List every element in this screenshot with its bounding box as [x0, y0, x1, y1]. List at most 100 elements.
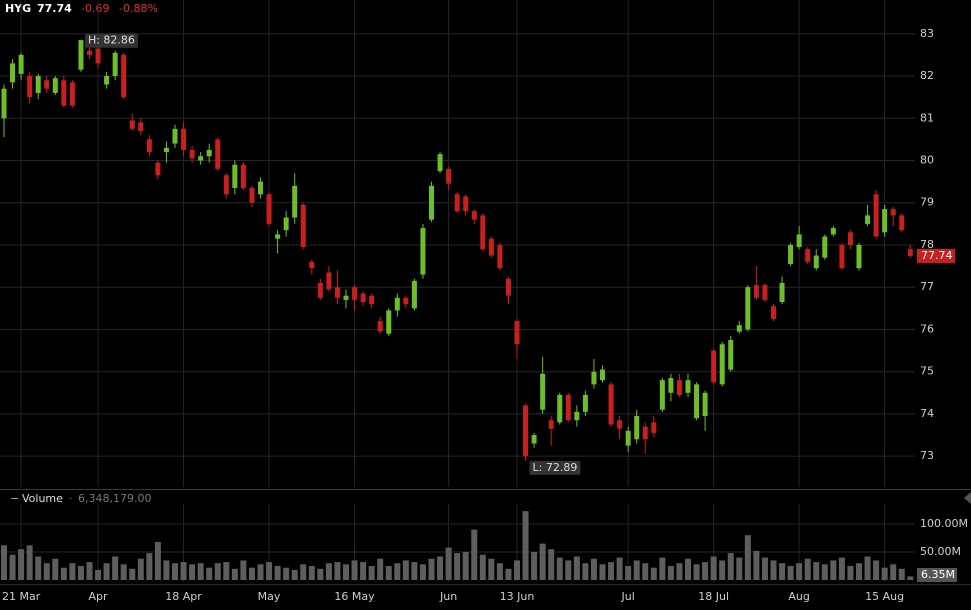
candle-body — [685, 380, 691, 393]
candle-body — [856, 244, 862, 269]
volume-bar — [77, 566, 84, 580]
candle-body — [181, 128, 187, 150]
candle-body — [668, 378, 674, 393]
volume-bar — [890, 564, 897, 580]
volume-bar — [650, 567, 657, 580]
volume-tick-label: 100.00M — [920, 517, 968, 530]
volume-bar — [360, 562, 367, 580]
candle-body — [762, 285, 768, 300]
volume-bar — [163, 560, 170, 580]
volume-bar — [103, 563, 110, 580]
x-tick-label: Apr — [89, 590, 109, 603]
volume-bar — [300, 564, 307, 580]
candle-body — [788, 244, 794, 264]
volume-bar — [112, 556, 119, 580]
volume-bar — [514, 560, 520, 580]
candle-body — [873, 194, 879, 237]
y-tick-label: 82 — [920, 69, 934, 82]
volume-bar — [445, 547, 452, 580]
candle-body — [659, 380, 665, 410]
candle-body — [899, 215, 905, 231]
volume-bar — [419, 564, 426, 580]
volume-bar — [590, 558, 597, 580]
volume-bar — [214, 563, 221, 580]
volume-bar — [437, 556, 444, 580]
volume-bar — [830, 560, 837, 580]
volume-bar — [479, 554, 486, 580]
candle-body — [104, 76, 110, 85]
scroll-arrow[interactable] — [964, 492, 971, 504]
volume-bar — [539, 543, 546, 580]
candle-body — [44, 80, 50, 89]
candle-body — [488, 238, 494, 256]
volume-bar — [573, 556, 580, 580]
candle-body — [95, 48, 101, 64]
volume-bar — [189, 564, 196, 580]
x-tick-label: 18 Jul — [698, 590, 729, 603]
y-tick-label: 76 — [920, 322, 934, 335]
candle-body — [907, 249, 913, 256]
volume-bar — [223, 562, 230, 580]
candle-body — [266, 194, 272, 224]
volume-bar — [351, 560, 358, 580]
volume-current: 6,348,179.00 — [78, 492, 151, 505]
volume-bar — [411, 562, 418, 580]
volume-header: − Volume · 6,348,179.00 — [10, 492, 151, 505]
volume-title: Volume — [22, 492, 63, 505]
last-price-tag: 77.74 — [921, 249, 953, 262]
volume-bar — [838, 557, 845, 580]
y-tick-label: 81 — [920, 111, 934, 124]
volume-bar — [907, 576, 914, 580]
volume-bar — [454, 553, 461, 580]
volume-bar — [172, 563, 178, 580]
volume-bar — [69, 563, 76, 580]
volume-bar — [231, 568, 238, 580]
volume-last-box — [917, 568, 957, 582]
candle-body — [292, 185, 298, 218]
volume-bar — [702, 562, 709, 580]
candle-body — [454, 194, 460, 212]
volume-bar — [129, 568, 136, 580]
volume-bar — [736, 557, 743, 580]
candle-body — [206, 149, 212, 157]
candle-body — [582, 394, 588, 412]
candle-body — [882, 209, 888, 233]
candle-body — [771, 306, 776, 319]
x-tick-label: 16 May — [334, 590, 375, 603]
volume-bar — [428, 558, 435, 580]
candle-body — [360, 293, 366, 302]
candle-body — [711, 350, 717, 383]
volume-bar — [685, 558, 691, 580]
volume-bar — [52, 558, 59, 580]
candle-body — [805, 249, 811, 262]
volume-bar — [676, 563, 683, 580]
candle-body — [702, 392, 708, 417]
y-tick-label: 79 — [920, 196, 934, 209]
volume-bar — [779, 563, 786, 580]
candle-body — [215, 139, 221, 169]
volume-bar — [266, 562, 273, 580]
candle-body — [471, 211, 477, 220]
volume-bar — [847, 566, 854, 580]
y-tick-label: 73 — [920, 449, 934, 462]
candle-body — [35, 76, 41, 93]
y-tick-label: 78 — [920, 238, 934, 251]
volume-bar — [582, 563, 589, 580]
volume-bar — [1, 545, 7, 580]
candle-body — [651, 422, 657, 433]
collapse-icon[interactable]: − — [10, 492, 19, 505]
volume-bar — [377, 558, 384, 580]
volume-bar — [608, 562, 615, 580]
candle-body — [198, 156, 204, 161]
candle-body — [10, 63, 16, 83]
candle-body — [480, 215, 486, 250]
marks — [1, 39, 914, 580]
volume-bar — [796, 563, 803, 580]
candle-body — [61, 80, 67, 106]
volume-bar — [744, 535, 751, 580]
volume-bar — [95, 569, 102, 580]
candle-body — [138, 122, 144, 131]
candle-body — [352, 287, 358, 300]
candle-body — [676, 380, 682, 395]
